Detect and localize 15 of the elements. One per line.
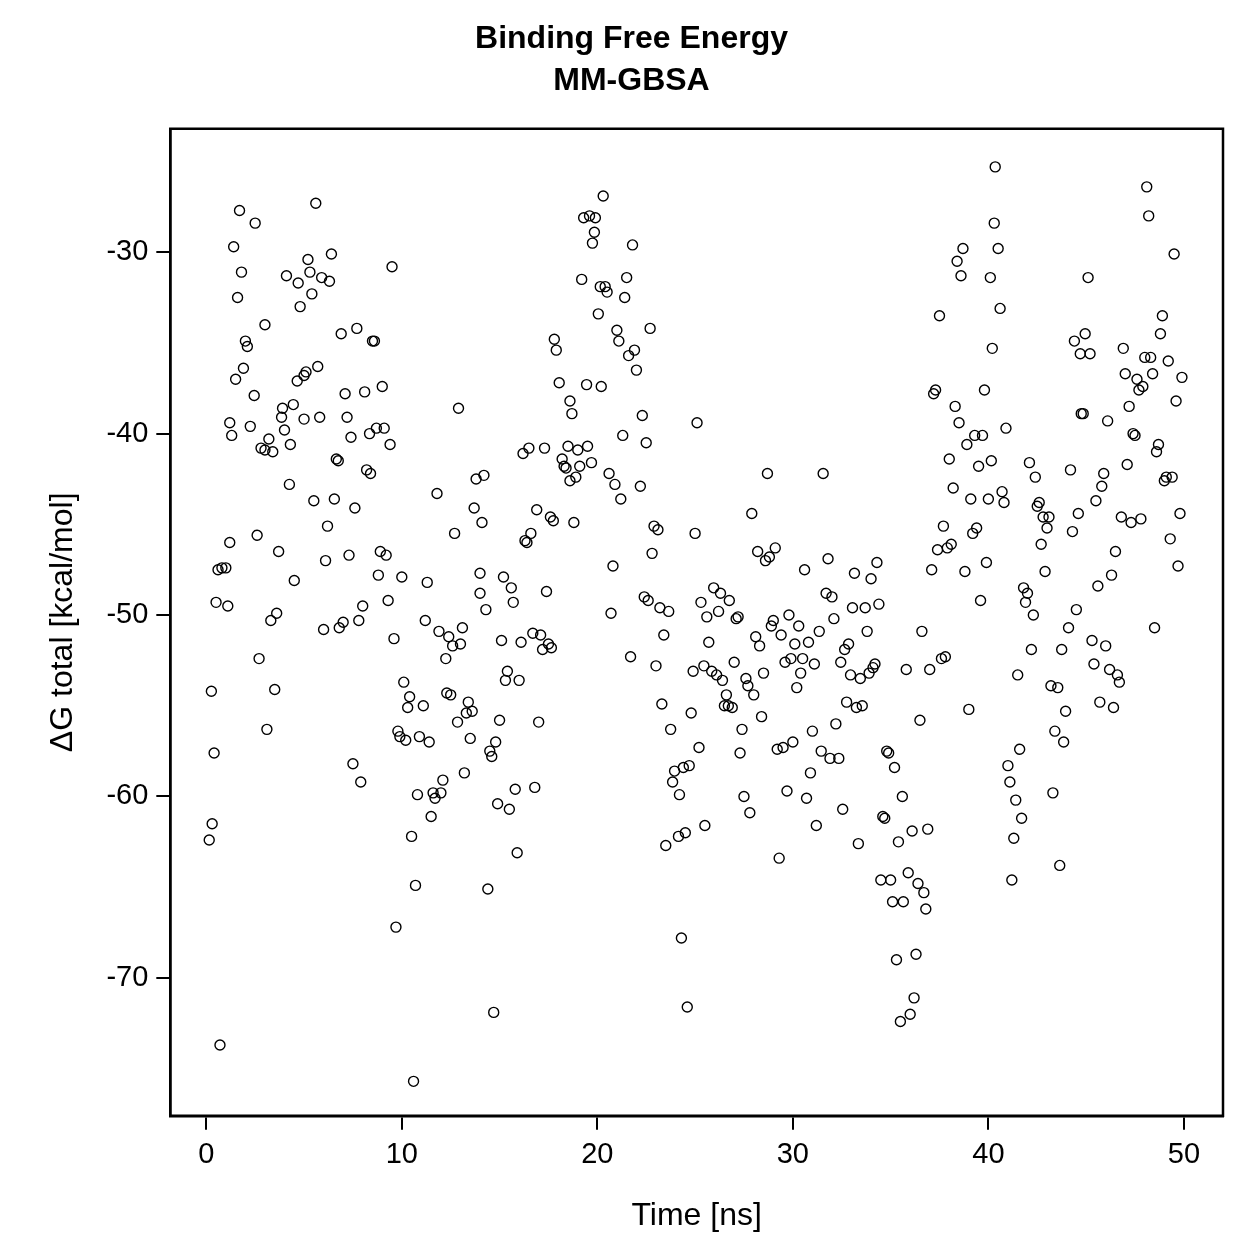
x-tick-label: 50 — [1167, 1137, 1201, 1170]
y-tick-label: -30 — [106, 234, 149, 267]
chart-subtitle: MM-GBSA — [553, 61, 710, 98]
x-tick-label: 10 — [385, 1137, 418, 1170]
x-tick-label: 20 — [581, 1137, 614, 1170]
y-tick-label: -50 — [106, 597, 149, 630]
y-axis-title: ΔG total [kcal/mol] — [43, 492, 80, 753]
y-tick-label: -60 — [106, 778, 149, 811]
x-tick-label: 0 — [198, 1137, 215, 1170]
x-tick-label: 40 — [972, 1137, 1005, 1170]
x-axis-title: Time [ns] — [631, 1195, 762, 1232]
x-tick-label: 30 — [776, 1137, 809, 1170]
chart-title: Binding Free Energy — [475, 19, 789, 56]
y-tick-label: -40 — [106, 415, 149, 448]
y-tick-label: -70 — [106, 959, 149, 992]
